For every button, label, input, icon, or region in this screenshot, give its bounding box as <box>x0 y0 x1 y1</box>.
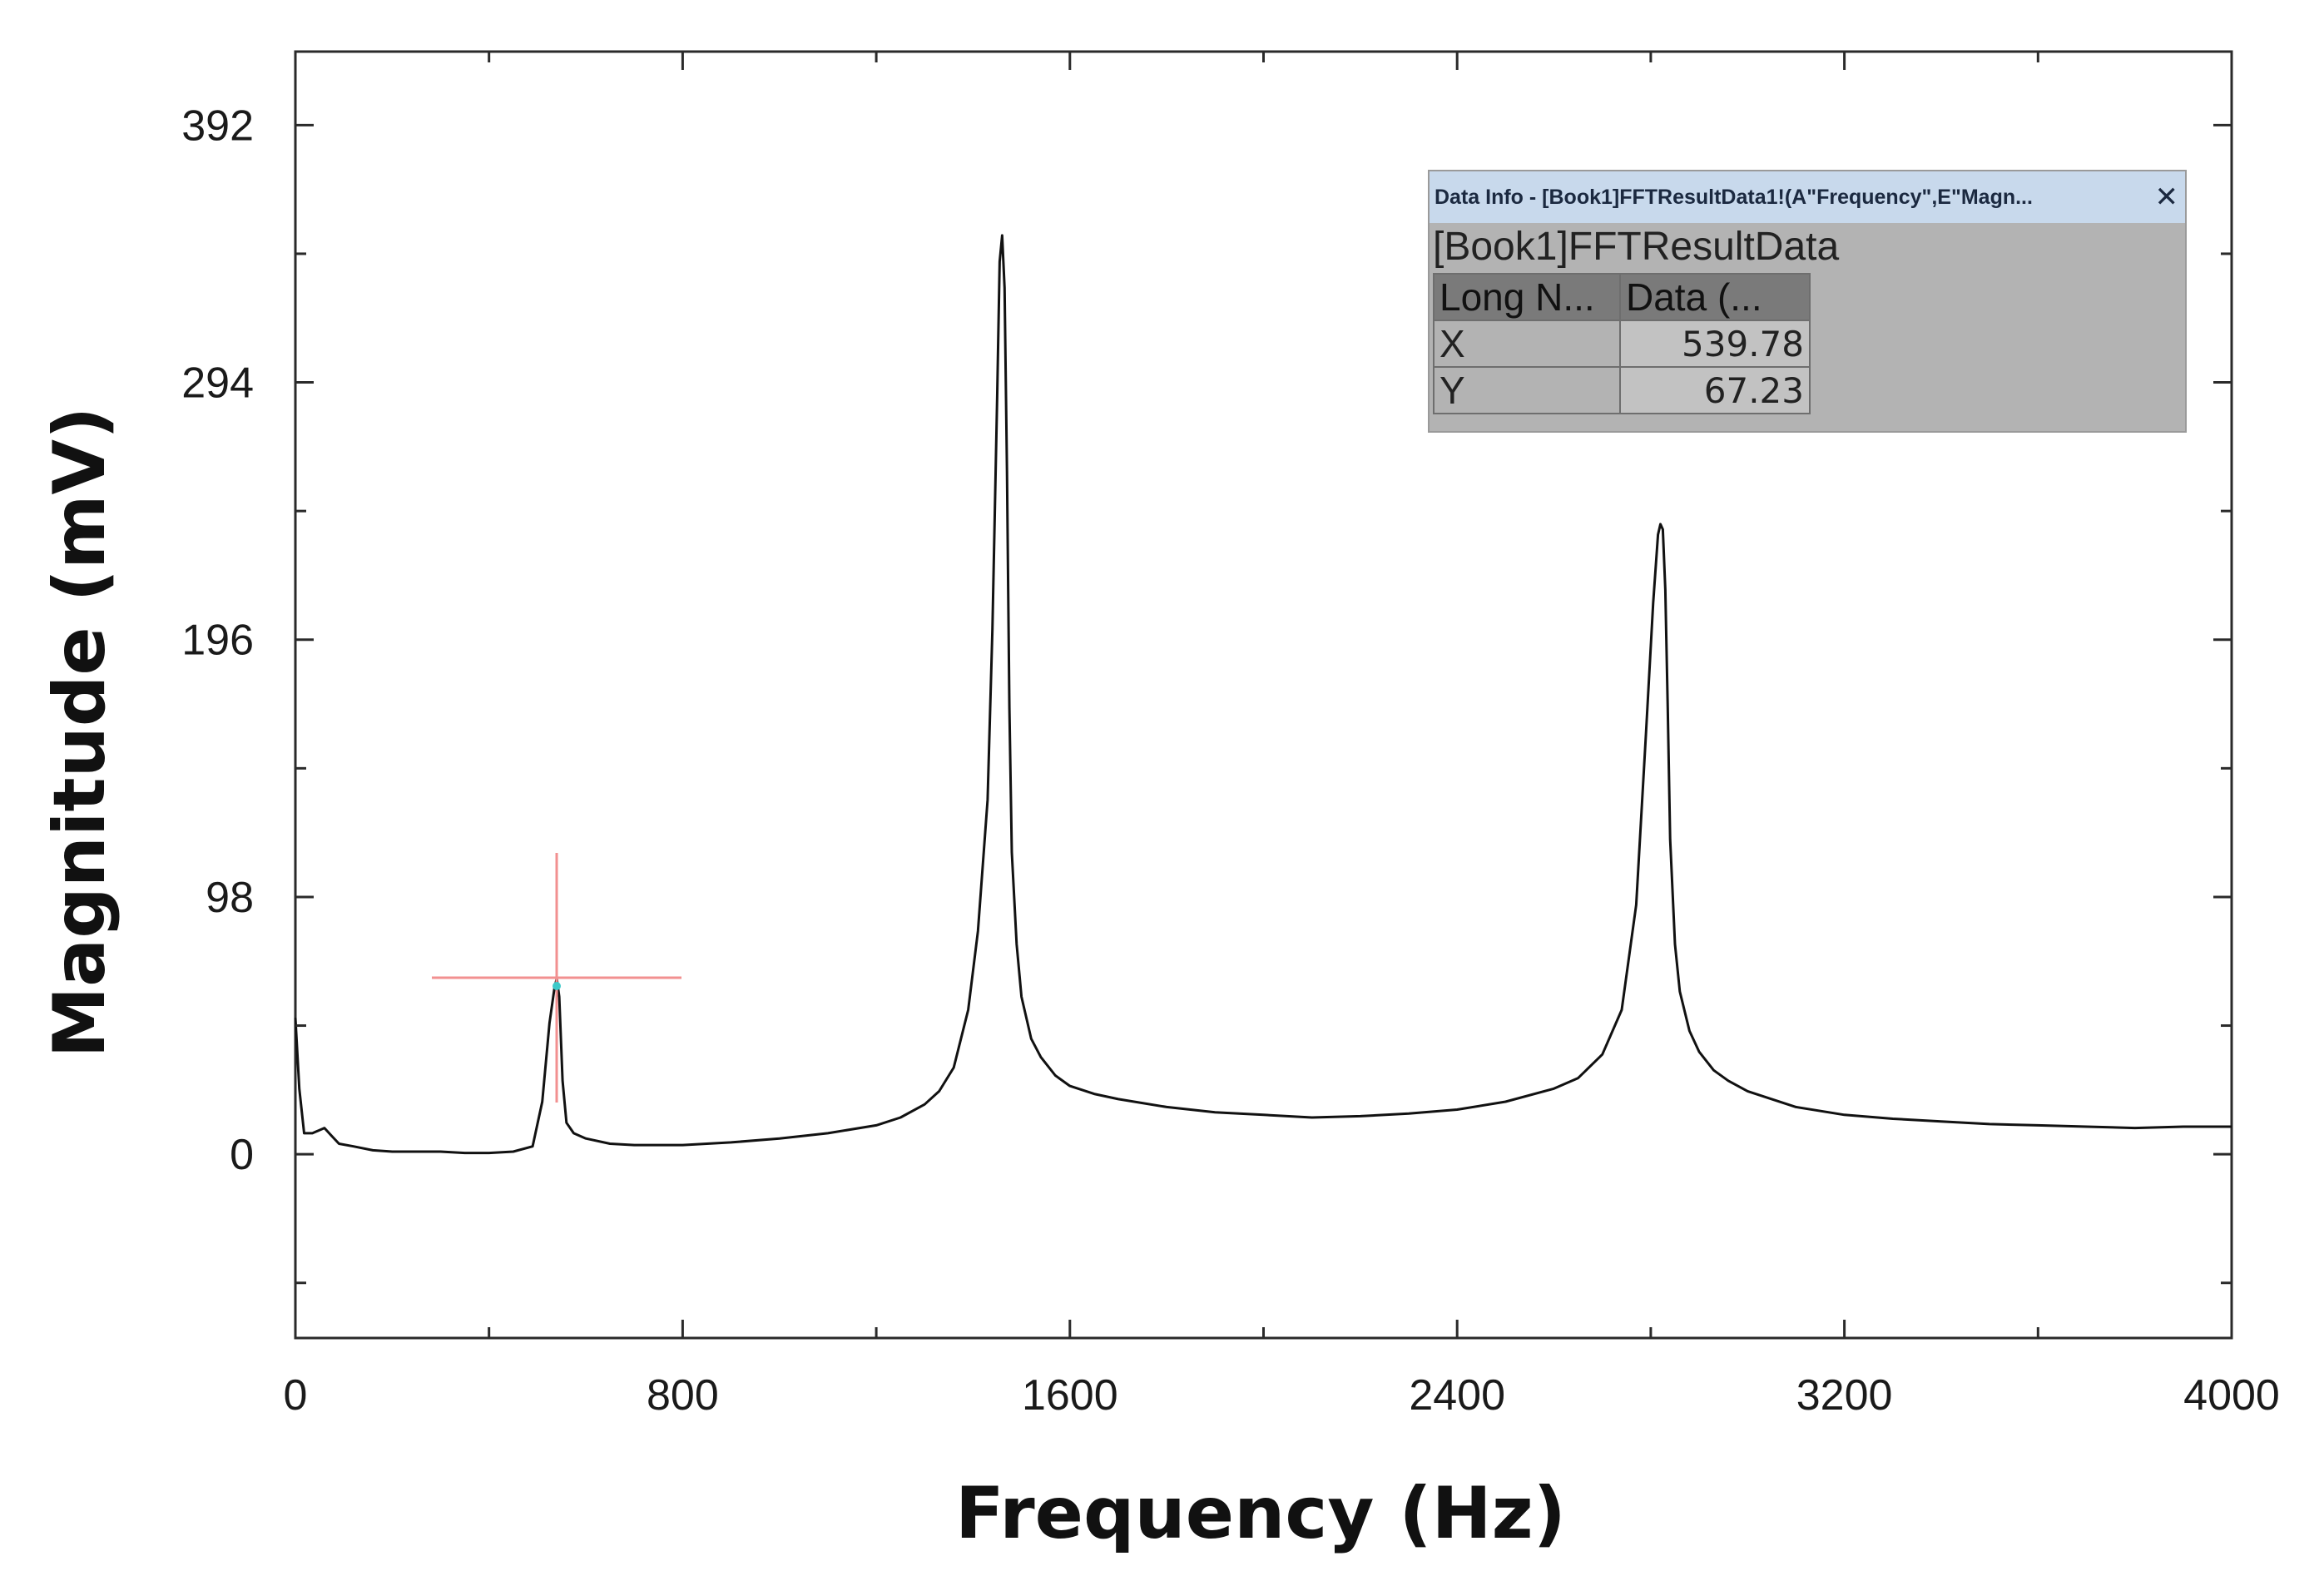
data-info-title: Data Info - [Book1]FFTResultData1!(A"Fre… <box>1435 186 2033 209</box>
x-tick-label: 1600 <box>1022 1371 1118 1420</box>
column-header-long-name[interactable]: Long N... <box>1433 273 1621 321</box>
y-tick-label: 0 <box>230 1131 254 1179</box>
tick-labels: 0 800 1600 2400 3200 4000 0 98 196 294 392 <box>181 102 2280 1420</box>
y-axis-title: Magnitude (mV) <box>38 407 121 1058</box>
x-tick-label: 800 <box>647 1371 719 1420</box>
data-info-titlebar[interactable]: Data Info - [Book1]FFTResultData1!(A"Fre… <box>1430 171 2185 223</box>
value-x: 539.78 <box>1619 320 1811 368</box>
column-header-data[interactable]: Data (... <box>1619 273 1811 321</box>
data-info-window[interactable]: Data Info - [Book1]FFTResultData1!(A"Fre… <box>1428 170 2187 433</box>
x-tick-label: 4000 <box>2183 1371 2280 1420</box>
value-y: 67.23 <box>1619 366 1811 414</box>
x-tick-label: 0 <box>284 1371 308 1420</box>
data-info-book-name: [Book1]FFTResultData <box>1433 225 1840 269</box>
y-tick-label: 196 <box>181 617 254 665</box>
y-tick-label: 98 <box>206 874 254 922</box>
axis-ticks <box>294 52 2233 1338</box>
data-info-header-row: Long N... Data (... <box>1433 273 1811 321</box>
row-label-x: X <box>1433 320 1621 368</box>
y-tick-label: 392 <box>181 102 254 150</box>
data-info-table: Long N... Data (... X 539.78 Y 67.23 <box>1433 273 1811 414</box>
table-row: Y 67.23 <box>1433 366 1811 414</box>
table-row: X 539.78 <box>1433 320 1811 368</box>
x-tick-label: 2400 <box>1409 1371 1505 1420</box>
y-tick-label: 294 <box>181 359 254 408</box>
x-axis-title: Frequency (Hz) <box>955 1472 1566 1555</box>
x-tick-label: 3200 <box>1796 1371 1893 1420</box>
close-icon[interactable]: ✕ <box>2154 181 2179 213</box>
series-line <box>294 234 2232 1155</box>
row-label-y: Y <box>1433 366 1621 414</box>
cursor-point <box>553 982 562 991</box>
